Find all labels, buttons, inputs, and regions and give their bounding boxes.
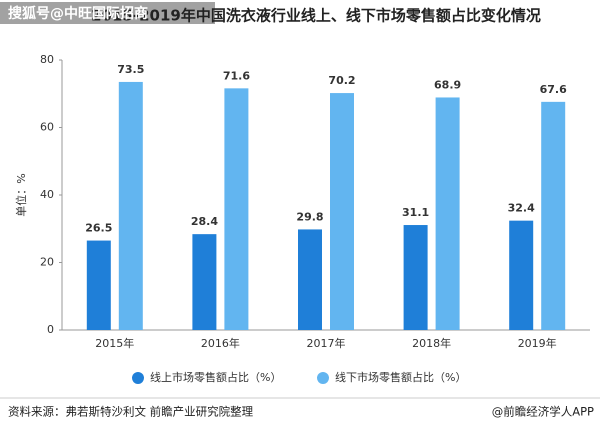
bar: [192, 234, 217, 330]
bar: [403, 225, 428, 330]
y-tick-label: 40: [40, 188, 54, 201]
bar: [509, 220, 534, 330]
watermark: 搜狐号@中旺国际招商: [8, 5, 148, 22]
bar: [118, 81, 143, 330]
bar: [298, 229, 322, 330]
credit: @前瞻经济学人APP: [492, 405, 594, 419]
value-label: 28.4: [191, 215, 218, 228]
x-tick-label: 2016年: [201, 336, 240, 350]
x-tick-label: 2019年: [518, 336, 557, 350]
x-tick-label: 2017年: [307, 336, 346, 350]
bar: [224, 88, 249, 330]
y-axis-label: 单位：%: [14, 173, 28, 216]
legend-label: 线上市场零售额占比（%）: [150, 370, 281, 384]
y-tick-label: 60: [40, 121, 54, 134]
bar: [435, 97, 460, 331]
y-tick-label: 20: [40, 256, 54, 269]
watermark-bg: [0, 2, 215, 24]
legend-marker: [132, 372, 144, 384]
bar: [541, 101, 566, 330]
legend-label: 线下市场零售额占比（%）: [335, 370, 466, 384]
value-label: 68.9: [434, 78, 461, 91]
y-tick-label: 80: [40, 53, 54, 66]
value-label: 67.6: [540, 83, 567, 96]
value-label: 71.6: [223, 69, 250, 82]
legend-marker: [317, 372, 329, 384]
bar: [330, 93, 354, 330]
chart-title: 2015-2019年中国洗衣液行业线上、线下市场零售额占比变化情况: [91, 7, 541, 25]
x-tick-label: 2018年: [412, 336, 451, 350]
bar: [86, 240, 111, 330]
value-label: 73.5: [117, 63, 144, 76]
value-label: 32.4: [508, 202, 535, 215]
y-tick-label: 0: [47, 323, 54, 336]
value-label: 70.2: [328, 74, 355, 87]
value-label: 26.5: [85, 222, 112, 235]
x-tick-label: 2015年: [95, 336, 134, 350]
source: 资料来源：弗若斯特沙利文 前瞻产业研究院整理: [8, 405, 254, 419]
value-label: 29.8: [296, 210, 323, 223]
value-label: 31.1: [402, 206, 429, 219]
